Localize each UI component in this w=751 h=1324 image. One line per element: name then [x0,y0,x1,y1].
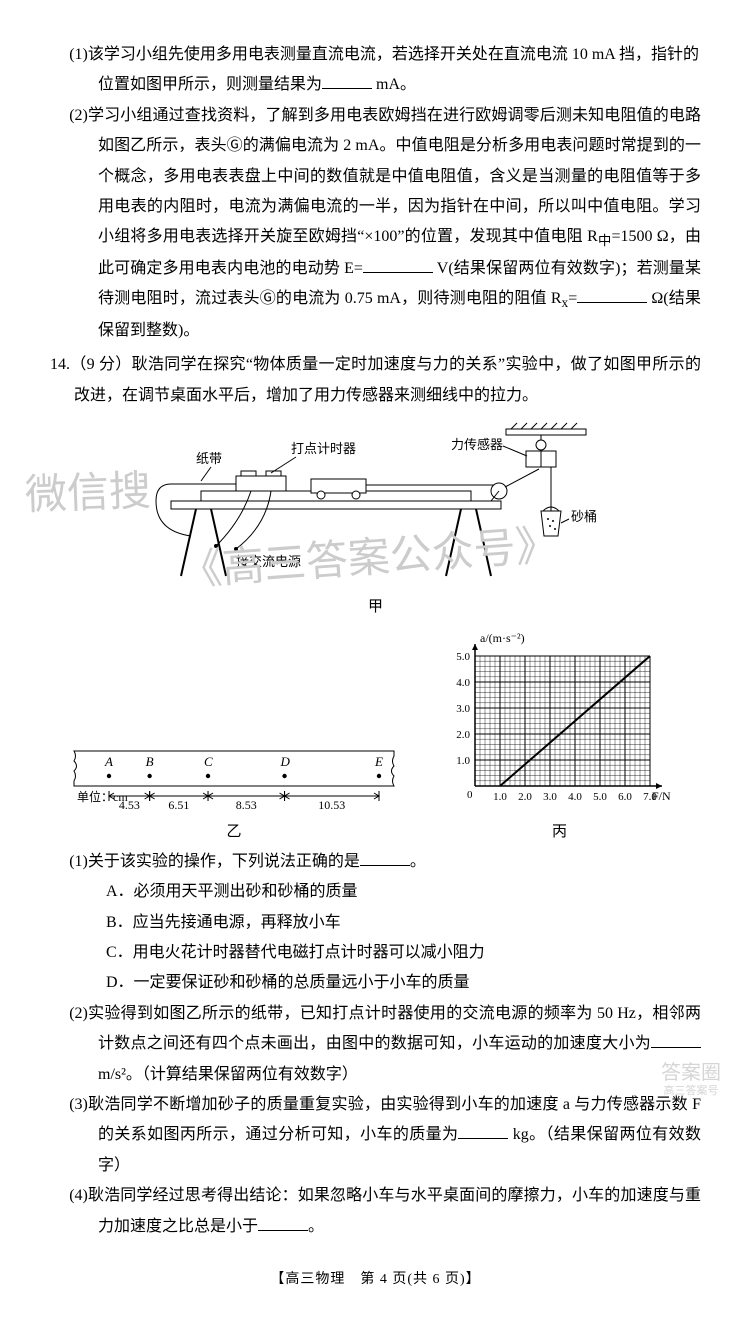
q14-p1: (1)关于该实验的操作，下列说法正确的是 。 [50,847,701,877]
q14-p4-end: 。 [308,1218,324,1235]
apparatus-svg: 纸带 打点计时器 力传感器 砂桶 接交流电源 [141,421,611,591]
svg-text:A: A [104,754,113,769]
label-tape: 纸带 [196,451,222,466]
q14-options: A．必须用天平测出砂和砂桶的质量 B．应当先接通电源，再释放小车 C．用电火花计… [50,877,701,999]
figure-tape: ABCDE4.536.518.5310.53 单位：cm 乙 [69,731,399,847]
svg-text:5.0: 5.0 [593,791,607,803]
svg-text:8.53: 8.53 [236,798,257,812]
q14-p4: (4)耿浩同学经过思考得出结论：如果忽略小车与水平桌面间的摩擦力，小车的加速度与… [50,1181,701,1242]
svg-text:C: C [204,754,213,769]
q14-p2: (2)实验得到如图乙所示的纸带，已知打点计时器使用的交流电源的频率为 50 Hz… [50,999,701,1090]
svg-text:10.53: 10.53 [318,798,345,812]
svg-text:3.0: 3.0 [456,703,470,715]
tape-unit: 单位：cm [77,789,128,804]
q13-part1: (1)该学习小组先使用多用电表测量直流电流，若选择开关处在直流电流 10 mA … [50,40,701,101]
svg-text:4.0: 4.0 [456,677,470,689]
q13-p2a-sub: 中 [598,234,612,249]
svg-text:2.0: 2.0 [456,729,470,741]
q14-p2-unit: m/s²。（计算结果保留两位有效数字） [98,1066,358,1083]
page-footer: 【高三物理 第 4 页(共 6 页)】 [50,1267,701,1294]
svg-text:1.0: 1.0 [493,791,507,803]
q14-p1-text: (1)关于该实验的操作，下列说法正确的是 [69,853,360,870]
svg-text:E: E [374,754,383,769]
figure-apparatus-caption: 甲 [50,593,701,622]
label-power: 接交流电源 [236,554,301,569]
opt-d: D．一定要保证砂和砂桶的总质量远小于小车的质量 [106,968,701,998]
blank-ratio[interactable] [258,1214,308,1231]
opt-b: B．应当先接通电源，再释放小车 [106,908,701,938]
svg-text:2.0: 2.0 [518,791,532,803]
blank-accel[interactable] [651,1031,701,1048]
q14-p3: (3)耿浩同学不断增加砂子的质量重复实验，由实验得到小车的加速度 a 与力传感器… [50,1090,701,1181]
svg-text:B: B [146,754,154,769]
label-bucket: 砂桶 [571,509,597,524]
svg-text:3.0: 3.0 [543,791,557,803]
label-sensor: 力传感器 [451,437,503,452]
q14-p1-end: 。 [410,853,426,870]
corner-watermark: 答案圈 高三答案号 [661,1061,721,1098]
svg-text:a/(m·s⁻²): a/(m·s⁻²) [480,631,525,645]
svg-text:6.0: 6.0 [618,791,632,803]
svg-text:4.0: 4.0 [568,791,582,803]
blank-opt[interactable] [360,849,410,866]
blank-rx[interactable] [577,286,647,303]
figure-tape-caption: 乙 [69,818,399,847]
tape-svg: ABCDE4.536.518.5310.53 单位：cm [69,731,399,816]
figure-pair: ABCDE4.536.518.5310.53 单位：cm 乙 1.02.03.0… [50,631,701,847]
svg-text:5.0: 5.0 [456,651,470,663]
blank-mass[interactable] [458,1122,508,1139]
svg-text:1.0: 1.0 [456,755,470,767]
blank-emf[interactable] [363,256,433,273]
opt-a: A．必须用天平测出砂和砂桶的质量 [106,877,701,907]
figure-apparatus: 纸带 打点计时器 力传感器 砂桶 接交流电源 [50,421,701,591]
figure-graph: 1.02.03.04.05.06.07.01.02.03.04.05.00a/(… [437,631,682,847]
q14-p4-text: (4)耿浩同学经过思考得出结论：如果忽略小车与水平桌面间的摩擦力，小车的加速度与… [69,1187,701,1234]
svg-text:0: 0 [467,789,473,801]
svg-text:D: D [280,754,291,769]
graph-svg: 1.02.03.04.05.06.07.01.02.03.04.05.00a/(… [437,631,682,816]
opt-c: C．用电火花计时器替代电磁打点计时器可以减小阻力 [106,938,701,968]
blank-current[interactable] [322,72,372,89]
svg-text:6.51: 6.51 [168,798,189,812]
q14-head-text: 14.（9 分）耿浩同学在探究“物体质量一定时加速度与力的关系”实验中，做了如图… [50,356,701,403]
q13-p1-unit: mA。 [372,76,416,93]
figure-graph-caption: 丙 [437,818,682,847]
q13-p2a: (2)学习小组通过查找资料，了解到多用电表欧姆挡在进行欧姆调零后测未知电阻值的电… [69,107,701,246]
q13-part2: (2)学习小组通过查找资料，了解到多用电表欧姆挡在进行欧姆调零后测未知电阻值的电… [50,101,701,346]
svg-text:F/N: F/N [652,789,671,803]
label-timer: 打点计时器 [291,441,356,456]
q14-head: 14.（9 分）耿浩同学在探究“物体质量一定时加速度与力的关系”实验中，做了如图… [50,350,701,411]
q13-p2b2: = [568,290,577,307]
q14-p2-text: (2)实验得到如图乙所示的纸带，已知打点计时器使用的交流电源的频率为 50 Hz… [69,1005,701,1052]
